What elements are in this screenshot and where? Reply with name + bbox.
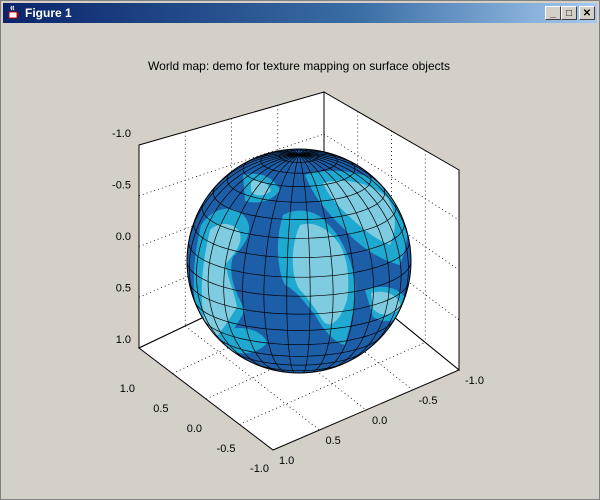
- meridian-line: [298, 154, 409, 321]
- parallel-line: [217, 336, 382, 357]
- y-tick-label: -1.0: [250, 463, 269, 475]
- meridian-line: [298, 154, 355, 372]
- y-axis-ticks: 1.0 0.5 0.0 -0.5 -1.0: [120, 383, 269, 475]
- greenland: [251, 180, 271, 196]
- meridian-line: [298, 154, 374, 370]
- meridian-line: [298, 154, 334, 373]
- meridian-line: [298, 154, 402, 353]
- meridian-line: [298, 154, 311, 373]
- meridian-line: [196, 154, 300, 350]
- parallel-line: [242, 159, 356, 187]
- parallel-line: [226, 171, 372, 203]
- grid-line: [323, 133, 460, 221]
- parallel-line: [201, 203, 397, 239]
- africa: [292, 223, 349, 325]
- x-tick-label: 0.5: [326, 435, 341, 447]
- globe-plot: World map: demo for texture mapping on s…: [112, 59, 484, 475]
- x-tick-label: -0.5: [419, 395, 438, 407]
- y-tick-label: 1.0: [120, 383, 135, 395]
- grid-line: [185, 325, 320, 431]
- globe-outline: [186, 148, 412, 374]
- meridian-line: [286, 154, 300, 373]
- parallel-line: [253, 363, 345, 372]
- x-tick-label: -1.0: [465, 375, 484, 387]
- maximize-icon: □: [565, 7, 573, 19]
- x-axis-ticks: 1.0 0.5 0.0 -0.5 -1.0: [279, 375, 484, 467]
- close-button[interactable]: ✕: [579, 6, 595, 20]
- figure-title: World map: demo for texture mapping on s…: [148, 59, 450, 73]
- z-tick-label: 0.5: [116, 283, 131, 295]
- figure-canvas: World map: demo for texture mapping on s…: [5, 25, 595, 495]
- title-bar[interactable]: Figure 1 _ □ ✕: [3, 3, 597, 23]
- minimize-icon: _: [550, 7, 556, 19]
- parallel-line: [194, 301, 404, 331]
- parallel-line: [188, 242, 410, 278]
- grid-line: [138, 133, 325, 197]
- southern-shelf: [225, 327, 267, 354]
- meridian-line: [263, 154, 300, 373]
- window-title: Figure 1: [25, 6, 72, 20]
- meridian-line: [207, 154, 300, 364]
- parallel-line: [212, 185, 386, 220]
- meridian-line: [223, 154, 300, 368]
- parallel-line: [187, 261, 411, 297]
- parallel-line: [232, 351, 365, 366]
- close-icon: ✕: [582, 7, 592, 19]
- parallel-line: [188, 281, 410, 315]
- z-axis-ticks: -1.0 -0.5 0.0 0.5 1.0: [112, 128, 131, 346]
- z-tick-label: 0.0: [116, 231, 131, 243]
- maximize-button[interactable]: □: [561, 6, 577, 20]
- java-cup-icon: [8, 5, 19, 19]
- parallel-line: [193, 222, 405, 259]
- x-tick-label: 0.0: [372, 415, 387, 427]
- meridian-line: [242, 154, 300, 372]
- y-tick-label: 0.0: [187, 423, 202, 435]
- z-tick-label: -1.0: [112, 128, 131, 140]
- meridian-line: [188, 154, 300, 321]
- z-tick-label: -0.5: [112, 180, 131, 192]
- y-tick-label: -0.5: [217, 443, 236, 455]
- globe: [186, 148, 412, 374]
- minimize-button[interactable]: _: [545, 6, 561, 20]
- z-tick-label: 1.0: [116, 334, 131, 346]
- europe: [323, 180, 395, 245]
- y-tick-label: 0.5: [153, 403, 168, 415]
- x-tick-label: 1.0: [279, 455, 294, 467]
- meridian-line: [298, 154, 390, 364]
- continents: [187, 149, 411, 373]
- parallel-line: [203, 320, 395, 346]
